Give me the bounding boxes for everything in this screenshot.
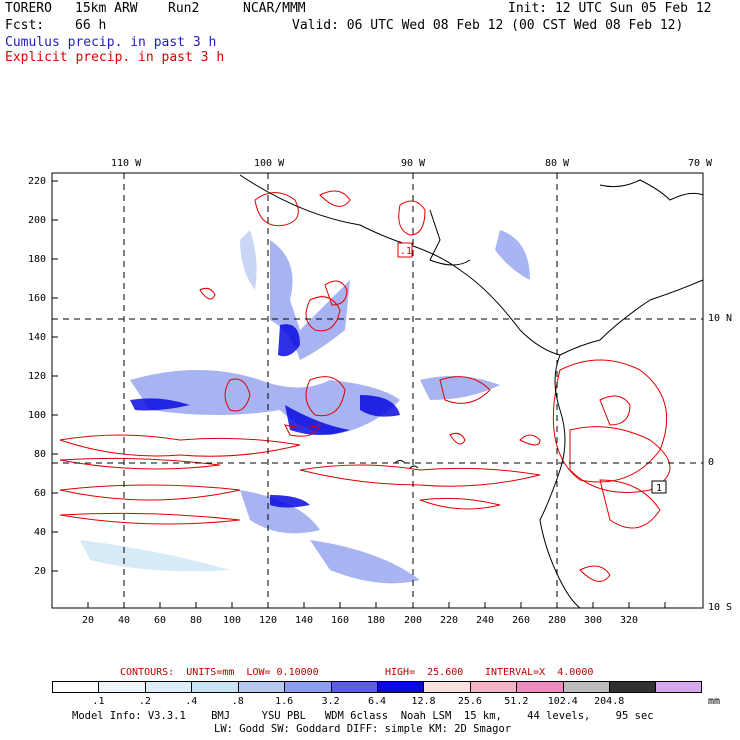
- x-tick: 180: [367, 615, 386, 626]
- legend-swatch: [516, 681, 563, 693]
- y-tick: 140: [28, 332, 47, 343]
- header-model: TORERO: [5, 1, 52, 16]
- contour-interval: INTERVAL=X 4.0000: [485, 667, 594, 678]
- header-valid: Valid: 06 UTC Wed 08 Feb 12 (00 CST Wed …: [292, 18, 684, 33]
- legend-label: 51.2: [504, 696, 529, 707]
- y-tick: 220: [28, 176, 47, 187]
- legend-label: .2: [138, 696, 151, 707]
- lat-lon-grid: [52, 173, 703, 608]
- contour-units: CONTOURS: UNITS=mm LOW= 0.10000: [120, 667, 319, 678]
- legend-swatch: [237, 681, 285, 693]
- legend-label: 102.4: [547, 696, 578, 707]
- legend-swatch: [423, 681, 470, 693]
- y-tick: 60: [34, 488, 47, 499]
- legend-swatch: [562, 681, 610, 693]
- y-tick: 120: [28, 371, 47, 382]
- lat-label-10n: 10 N: [708, 313, 733, 324]
- legend-color-bar: [52, 681, 702, 693]
- x-tick: 160: [331, 615, 350, 626]
- legend-swatch: [609, 681, 656, 693]
- x-tick: 60: [154, 615, 167, 626]
- x-tick: 240: [476, 615, 495, 626]
- model-info-line1: Model Info: V3.3.1 BMJ YSU PBL WDM 6clas…: [72, 710, 654, 722]
- legend-label: 1.6: [275, 696, 294, 707]
- x-tick: 280: [548, 615, 567, 626]
- lon-label-90w: 90 W: [401, 158, 426, 169]
- lat-label-10s: 10 S: [708, 602, 733, 613]
- legend-swatch: [376, 681, 424, 693]
- legend-label: 3.2: [321, 696, 340, 707]
- y-tick: 20: [34, 566, 47, 577]
- x-tick: 220: [440, 615, 459, 626]
- x-tick: 120: [259, 615, 278, 626]
- legend-swatch: [144, 681, 192, 693]
- x-tick: 40: [118, 615, 131, 626]
- legend-label: .1: [92, 696, 105, 707]
- header-org: NCAR/MMM: [243, 1, 306, 16]
- legend-swatch: [191, 681, 238, 693]
- x-tick: 100: [223, 615, 242, 626]
- legend-swatch: [284, 681, 331, 693]
- y-tick: 80: [34, 449, 47, 460]
- contour-high: HIGH= 25.600: [385, 667, 464, 678]
- legend-label: .8: [231, 696, 244, 707]
- header-cumulus: Cumulus precip. in past 3 h: [5, 35, 217, 50]
- lon-label-110w: 110 W: [111, 158, 142, 169]
- header-init: Init: 12 UTC Sun 05 Feb 12: [508, 1, 712, 16]
- legend-label: 25.6: [457, 696, 482, 707]
- lon-label-100w: 100 W: [254, 158, 285, 169]
- x-tick: 320: [620, 615, 639, 626]
- x-tick: 80: [190, 615, 203, 626]
- header-fcst-value: 66 h: [75, 18, 107, 33]
- model-info-line2: LW: Godd SW: Goddard DIFF: simple KM: 2D…: [214, 723, 512, 735]
- x-tick: 20: [82, 615, 95, 626]
- legend-unit: mm: [708, 696, 721, 707]
- map-frame: [51, 172, 704, 609]
- y-tick: 40: [34, 527, 47, 538]
- lat-label-0: 0: [708, 457, 715, 468]
- frame-ticks: [52, 180, 666, 608]
- x-tick: 300: [584, 615, 603, 626]
- lon-label-80w: 80 W: [545, 158, 570, 169]
- coastlines: [239, 174, 703, 608]
- legend-swatch: [52, 681, 99, 693]
- legend-label: .4: [185, 696, 198, 707]
- header-run: Run2: [168, 1, 200, 16]
- y-tick: 100: [28, 410, 47, 421]
- map-label-1: 1: [656, 483, 662, 494]
- legend-swatch: [98, 681, 145, 693]
- x-tick: 140: [295, 615, 314, 626]
- explicit-precip-contours: [59, 190, 671, 582]
- legend-label: 204.8: [594, 696, 625, 707]
- legend-swatch: [469, 681, 517, 693]
- legend-swatch: [655, 681, 702, 693]
- map-label-0: .1: [400, 246, 412, 257]
- header-resolution: 15km ARW: [75, 1, 138, 16]
- x-tick: 260: [512, 615, 531, 626]
- legend-swatch: [330, 681, 377, 693]
- y-tick: 200: [28, 215, 47, 226]
- legend-label: 6.4: [368, 696, 387, 707]
- y-tick: 180: [28, 254, 47, 265]
- header-fcst-label: Fcst:: [5, 18, 45, 33]
- y-tick: 160: [28, 293, 47, 304]
- legend-label: 12.8: [411, 696, 436, 707]
- lon-label-70w: 70 W: [688, 158, 713, 169]
- map-boxed-labels: .1 1: [397, 242, 667, 494]
- x-tick: 200: [404, 615, 423, 626]
- header-explicit: Explicit precip. in past 3 h: [5, 50, 225, 65]
